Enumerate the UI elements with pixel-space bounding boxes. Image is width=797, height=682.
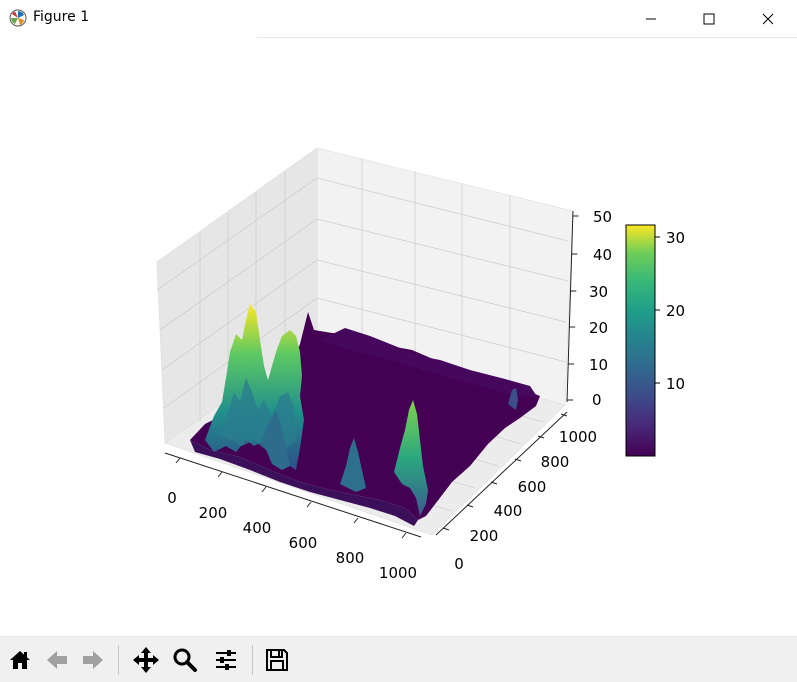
magnifier-icon [173,648,197,672]
pan-button[interactable] [130,643,162,677]
peak-right [394,400,428,516]
peak-front-left [262,410,290,470]
arrow-left-icon [47,651,67,669]
x-axis-ticks [175,457,407,539]
minimize-icon [646,18,656,19]
y-tick-label: 1000 [559,428,597,446]
x-tick-label: 200 [199,504,228,522]
window-titlebar: Figure 1 [0,0,797,38]
y-tick-label: 0 [454,555,464,573]
tick-mark [537,435,545,439]
colorbar-tick-label: 20 [666,302,685,320]
maximize-icon [703,13,715,24]
z-tick-label: 0 [592,391,602,409]
tick-mark [560,413,568,417]
y-tick-label: 800 [541,453,570,471]
x-tick-label: 600 [289,534,318,552]
surface-ridge-dark [320,328,538,398]
tick-mark [514,458,522,462]
y-tick-label: 400 [494,502,523,520]
home-button[interactable] [4,643,36,677]
configure-subplots-button[interactable] [210,643,242,677]
z-axis-ticks [567,215,579,401]
minimize-button[interactable] [622,0,680,37]
y-tick-label: 200 [470,527,499,545]
tick-mark [442,527,450,531]
tick-mark [490,481,498,485]
surface-mesh [190,304,540,526]
back-button[interactable] [41,643,73,677]
x-tick-label: 0 [167,489,177,507]
move-icon [133,647,159,673]
colorbar-gradient [625,224,656,457]
colorbar-tick-label: 30 [666,229,685,247]
surface-base [190,312,540,520]
surface-plot-3d[interactable]: 0 200 400 600 800 1000 0 200 400 600 800… [0,38,797,636]
figure-canvas[interactable]: 0 200 400 600 800 1000 0 200 400 600 800… [0,38,797,636]
y-tick-label: 600 [518,478,547,496]
arrow-right-icon [83,651,103,669]
forward-button[interactable] [77,643,109,677]
tick-mark [401,532,407,539]
surface-front-edge [190,440,418,526]
close-icon [762,13,774,24]
peak-small-right [508,388,518,410]
maximize-button[interactable] [680,0,738,37]
titlebar-divider [257,37,797,38]
navigation-toolbar [0,636,797,682]
tick-mark [353,517,359,524]
tick-mark [175,457,181,464]
toolbar-separator [118,645,119,675]
colorbar-tick-label: 10 [666,375,685,393]
zoom-button[interactable] [169,643,201,677]
matplotlib-logo-icon [9,9,27,27]
floppy-disk-icon [266,649,288,671]
peak-small-center [340,438,366,492]
x-tick-label: 800 [336,549,365,567]
tick-mark [466,504,474,508]
z-tick-label: 50 [593,208,612,226]
close-button[interactable] [739,0,797,37]
x-tick-label: 1000 [379,564,417,582]
x-tick-label: 400 [243,519,272,537]
colorbar: 30 20 10 [625,224,685,457]
axis-lines [164,210,574,538]
window-title: Figure 1 [33,9,90,25]
sliders-icon [216,650,236,670]
y-axis-ticks [442,413,568,531]
tick-mark [217,471,223,478]
tick-mark [261,486,267,493]
z-tick-label: 20 [589,319,608,337]
home-icon [10,651,30,669]
z-tick-label: 30 [589,283,608,301]
toolbar-separator [252,645,253,675]
save-button[interactable] [261,643,293,677]
z-tick-label: 10 [589,356,608,374]
z-tick-label: 40 [593,246,612,264]
tick-mark [306,501,312,508]
